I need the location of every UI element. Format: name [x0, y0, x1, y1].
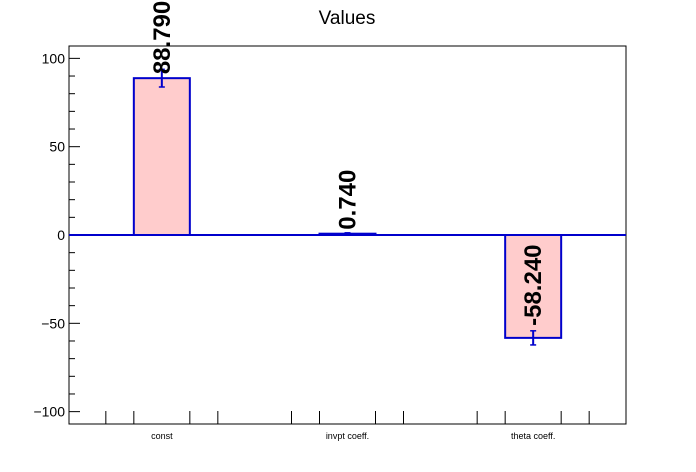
y-tick-label: −100 [33, 404, 65, 420]
x-axis-labels: const invpt coeff. theta coeff. [151, 431, 555, 441]
y-tick-label: 0 [57, 227, 65, 243]
bars [132, 77, 563, 339]
data-label: 0.740 [335, 170, 362, 230]
error-bars [158, 68, 537, 346]
y-tick-label: −50 [41, 315, 65, 331]
chart-title: Values [319, 8, 376, 29]
data-label: -58.240 [520, 244, 547, 325]
bar [132, 77, 191, 236]
y-axis-labels: 100 50 0 −50 −100 [33, 50, 65, 419]
x-tick-label: theta coeff. [511, 431, 555, 441]
bar [504, 234, 563, 339]
axis-ticks [69, 57, 590, 424]
x-tick-label: const [151, 431, 173, 441]
x-tick-label: invpt coeff. [326, 431, 369, 441]
data-label: 88.790 [149, 1, 176, 74]
y-tick-label: 100 [42, 50, 66, 66]
data-labels: 88.790 0.740 -58.240 [149, 1, 547, 326]
y-tick-label: 50 [49, 139, 65, 155]
